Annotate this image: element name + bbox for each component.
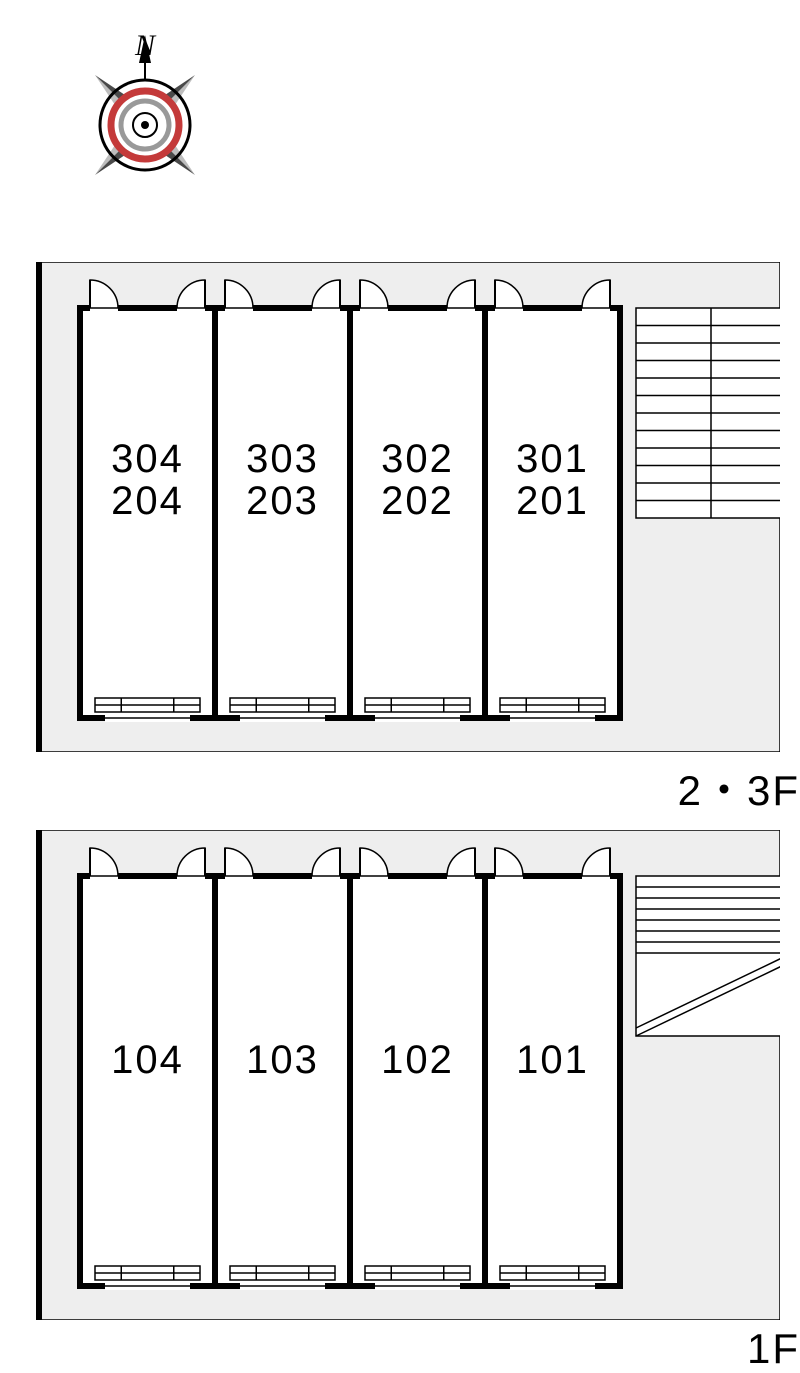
svg-text:102: 102 [381,1038,454,1082]
svg-text:202: 202 [381,479,454,523]
floorplan-canvas: N 304204303203302202301201 2・3F 10410310… [0,0,800,1373]
floor-tag-upper: 2・3F [580,757,800,818]
svg-text:301: 301 [516,437,589,481]
svg-text:201: 201 [516,479,589,523]
svg-text:104: 104 [111,1038,184,1082]
floor-tag-lower: 1F [680,1325,800,1373]
svg-text:203: 203 [246,479,319,523]
compass-icon: N [60,25,230,195]
svg-text:103: 103 [246,1038,319,1082]
svg-text:303: 303 [246,437,319,481]
svg-text:304: 304 [111,437,184,481]
svg-text:204: 204 [111,479,184,523]
floor-block-upper: 304204 303203 302202 301201 [36,262,780,752]
svg-text:101: 101 [516,1038,589,1082]
svg-text:302: 302 [381,437,454,481]
floor-block-lower: 104 103 102 101 [36,830,780,1320]
